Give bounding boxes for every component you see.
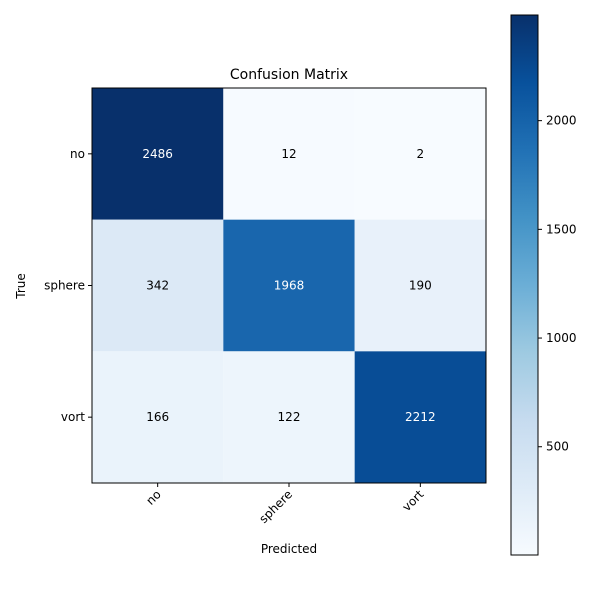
colorbar-tick-label: 500 (546, 440, 569, 454)
colorbar-tick-label: 1500 (546, 222, 577, 236)
cell-value-label: 122 (278, 410, 301, 424)
cell-value-label: 2212 (405, 410, 436, 424)
colorbar (510, 14, 539, 556)
cell-value-label: 342 (146, 279, 169, 293)
cell-value-label: 1968 (274, 279, 305, 293)
x-tick-label: no (143, 487, 163, 507)
y-axis-label: True (14, 273, 28, 300)
x-tick-label: sphere (256, 487, 295, 526)
heatmap-cell (223, 351, 355, 483)
colorbar-ticks: 500 1000 1500 2000 (538, 114, 577, 454)
heatmap-cell (223, 88, 355, 220)
heatmap-cell (354, 219, 486, 352)
y-tick-label: no (70, 147, 85, 161)
chart-title: Confusion Matrix (230, 67, 348, 83)
heatmap-cell (92, 351, 224, 483)
cell-value-label: 190 (409, 279, 432, 293)
cell-value-label: 166 (146, 410, 169, 424)
cell-value-label: 2486 (142, 147, 173, 161)
colorbar-tick-label: 2000 (546, 114, 577, 128)
colorbar-tick-label: 1000 (546, 331, 577, 345)
y-axis: no sphere vort (44, 147, 92, 424)
heatmap-cell (92, 88, 224, 220)
heatmap-cells (92, 88, 486, 483)
heatmap-cell (92, 219, 224, 352)
x-axis: no sphere vort (143, 483, 427, 526)
x-axis-label: Predicted (261, 542, 317, 556)
cell-value-label: 2 (417, 147, 425, 161)
y-tick-label: sphere (44, 279, 85, 293)
cell-value-label: 12 (281, 147, 296, 161)
x-tick-label: vort (400, 487, 427, 514)
y-tick-label: vort (61, 410, 85, 424)
heatmap-cell (354, 351, 486, 483)
heatmap-cell (223, 219, 355, 352)
heatmap-cell (354, 88, 486, 220)
